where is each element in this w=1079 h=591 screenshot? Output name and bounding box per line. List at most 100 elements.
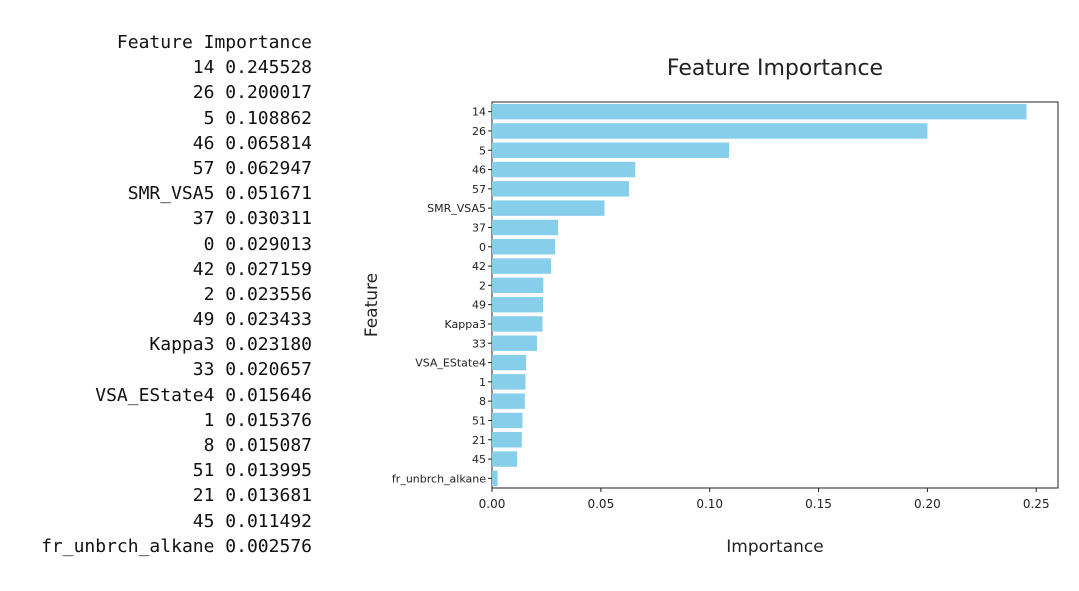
table-cell-importance: 0.245528 [225, 57, 312, 79]
y-tick-label: fr_unbrch_alkane [392, 472, 486, 485]
table-cell-importance: 0.023556 [225, 283, 312, 305]
y-tick-label: 37 [472, 221, 486, 234]
y-tick-label: 5 [479, 144, 486, 157]
table-cell-feature: Kappa3 [149, 334, 215, 356]
table-cell-feature: 2 [203, 283, 215, 305]
table-row: 49 0.023433 [0, 307, 312, 332]
bar [492, 123, 928, 139]
table-header: Feature Importance [116, 32, 312, 53]
table-row: 45 0.011492 [0, 509, 312, 534]
bar [492, 239, 556, 255]
table-cell-feature: 5 [203, 107, 215, 129]
x-tick-label: 0.15 [805, 497, 832, 511]
table-cell-importance: 0.020657 [225, 359, 312, 381]
table-row: 21 0.013681 [0, 483, 312, 508]
table-cell-feature: 0 [203, 233, 215, 255]
table-cell-importance: 0.015646 [225, 384, 312, 406]
table-cell-feature: VSA_EState4 [95, 384, 215, 406]
table-cell-importance: 0.013995 [225, 460, 312, 482]
table-cell-importance: 0.029013 [225, 233, 312, 255]
bar [492, 142, 729, 158]
table-row: 33 0.020657 [0, 357, 312, 382]
table-cell-feature: 33 [192, 359, 215, 381]
bar [492, 258, 552, 274]
y-axis-label: Feature [362, 273, 382, 337]
y-tick-label: 8 [479, 395, 486, 408]
table-cell-feature: 57 [192, 157, 215, 179]
table-cell-importance: 0.030311 [225, 208, 312, 230]
table-cell-importance: 0.200017 [225, 82, 312, 104]
table-row: fr_unbrch_alkane 0.002576 [0, 534, 312, 559]
y-tick-label: 14 [472, 106, 486, 119]
table-cell-importance: 0.002576 [225, 535, 312, 557]
table-cell-feature: 1 [203, 409, 215, 431]
table-rows: 14 0.245528 26 0.200017 5 0.108862 46 0.065… [0, 55, 312, 559]
bar [492, 161, 636, 178]
bar-chart-svg: Feature Importance 14 26 5 46 57 SMR_VSA5 37 0 4… [362, 56, 1059, 557]
y-tick-label: 57 [472, 183, 486, 196]
y-tick-labels: 14 26 5 46 57 SMR_VSA5 37 0 42 2 49 Kappa3 33 VSA_ESt… [392, 106, 492, 485]
table-row: 14 0.245528 [0, 55, 312, 80]
y-tick-label: 21 [472, 434, 486, 447]
chart-title: Feature Importance [667, 56, 883, 81]
table-cell-feature: 14 [192, 57, 215, 79]
table-cell-importance: 0.015087 [225, 435, 312, 456]
y-tick-label: 2 [479, 279, 486, 292]
feature-importance-table: Feature Importance 14 0.245528 26 0.20001… [0, 30, 312, 559]
bar [492, 296, 544, 313]
table-row: 0 0.029013 [0, 232, 312, 257]
table-cell-feature: 21 [192, 485, 215, 507]
feature-importance-chart: Feature Importance 14 26 5 46 57 SMR_VSA5 37 0 4… [340, 40, 1060, 580]
bar [492, 181, 630, 197]
table-cell-importance: 0.013681 [225, 485, 312, 507]
table-cell-importance: 0.011492 [225, 510, 312, 532]
y-tick-label: 46 [472, 164, 486, 177]
bar [492, 219, 558, 236]
y-tick-label: 0 [479, 241, 486, 254]
y-tick-label: 49 [472, 299, 486, 312]
chart-bars [492, 103, 1027, 487]
table-row: 26 0.200017 [0, 80, 312, 105]
table-cell-feature: 26 [192, 82, 215, 104]
table-cell-importance: 0.062947 [225, 157, 312, 179]
y-tick-label: 33 [472, 337, 486, 350]
x-tick-label: 0.10 [696, 497, 723, 511]
y-tick-label: 42 [472, 260, 486, 273]
x-tick-label: 0.20 [914, 497, 941, 511]
table-cell-importance: 0.023180 [225, 334, 312, 356]
bar [492, 374, 526, 390]
bar [492, 451, 518, 467]
x-axis-label: Importance [726, 537, 823, 557]
bar [492, 412, 523, 429]
bar [492, 354, 527, 371]
table-row: 57 0.062947 [0, 156, 312, 181]
table-cell-importance: 0.108862 [225, 107, 312, 129]
y-tick-label: 51 [472, 414, 486, 427]
bar [492, 277, 544, 294]
x-tick-label: 0.05 [587, 497, 614, 511]
bar [492, 200, 605, 216]
table-row: 2 0.023556 [0, 282, 312, 307]
table-cell-feature: SMR_VSA5 [127, 183, 215, 205]
table-cell-feature: 49 [192, 309, 215, 331]
bar [492, 470, 498, 487]
y-tick-label: VSA_EState4 [415, 357, 486, 370]
table-row: SMR_VSA5 0.051671 [0, 181, 312, 206]
bar [492, 103, 1027, 120]
bar [492, 335, 537, 351]
table-row: 46 0.065814 [0, 131, 312, 156]
table-cell-importance: 0.023433 [225, 309, 312, 331]
table-cell-importance: 0.051671 [225, 183, 312, 205]
table-cell-importance: 0.015376 [225, 409, 312, 431]
table-row: 51 0.013995 [0, 458, 312, 483]
table-row: 5 0.108862 [0, 106, 312, 131]
table-cell-feature: 46 [192, 132, 215, 154]
bar [492, 393, 525, 409]
table-row: 37 0.030311 [0, 206, 312, 231]
table-cell-feature: 51 [192, 460, 215, 482]
table-cell-importance: 0.065814 [225, 132, 312, 154]
y-tick-label: 26 [472, 125, 486, 138]
table-cell-feature: 37 [192, 208, 215, 230]
x-tick-labels: 0.00 0.05 0.10 0.15 0.20 0.25 [479, 488, 1050, 511]
table-row: 1 0.015376 [0, 408, 312, 433]
